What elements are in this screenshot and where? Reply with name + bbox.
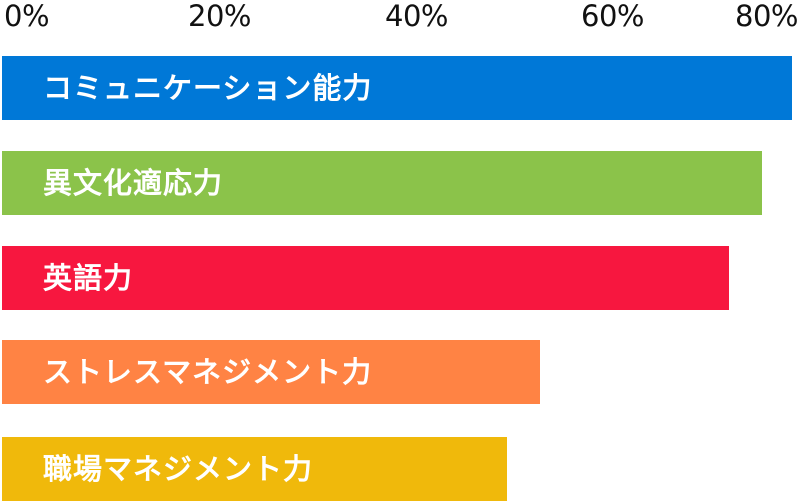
tick-label: 0% xyxy=(4,0,50,33)
bar-label: ストレスマネジメント力 xyxy=(43,355,373,389)
bar-label: 異文化適応力 xyxy=(43,166,224,200)
bar-label: 職場マネジメント力 xyxy=(43,452,314,486)
bar-english: 英語力 xyxy=(2,246,729,310)
bar-label: コミュニケーション能力 xyxy=(43,71,373,105)
tick-label: 20% xyxy=(188,0,251,33)
bar-cross-cultural: 異文化適応力 xyxy=(2,151,762,215)
tick-label: 40% xyxy=(385,0,448,33)
bar-workplace-management: 職場マネジメント力 xyxy=(2,437,507,501)
bar-communication: コミュニケーション能力 xyxy=(2,56,792,120)
tick-label: 80% xyxy=(735,0,798,33)
bar-stress-management: ストレスマネジメント力 xyxy=(2,340,540,404)
bar-label: 英語力 xyxy=(43,261,134,295)
tick-label: 60% xyxy=(581,0,644,33)
